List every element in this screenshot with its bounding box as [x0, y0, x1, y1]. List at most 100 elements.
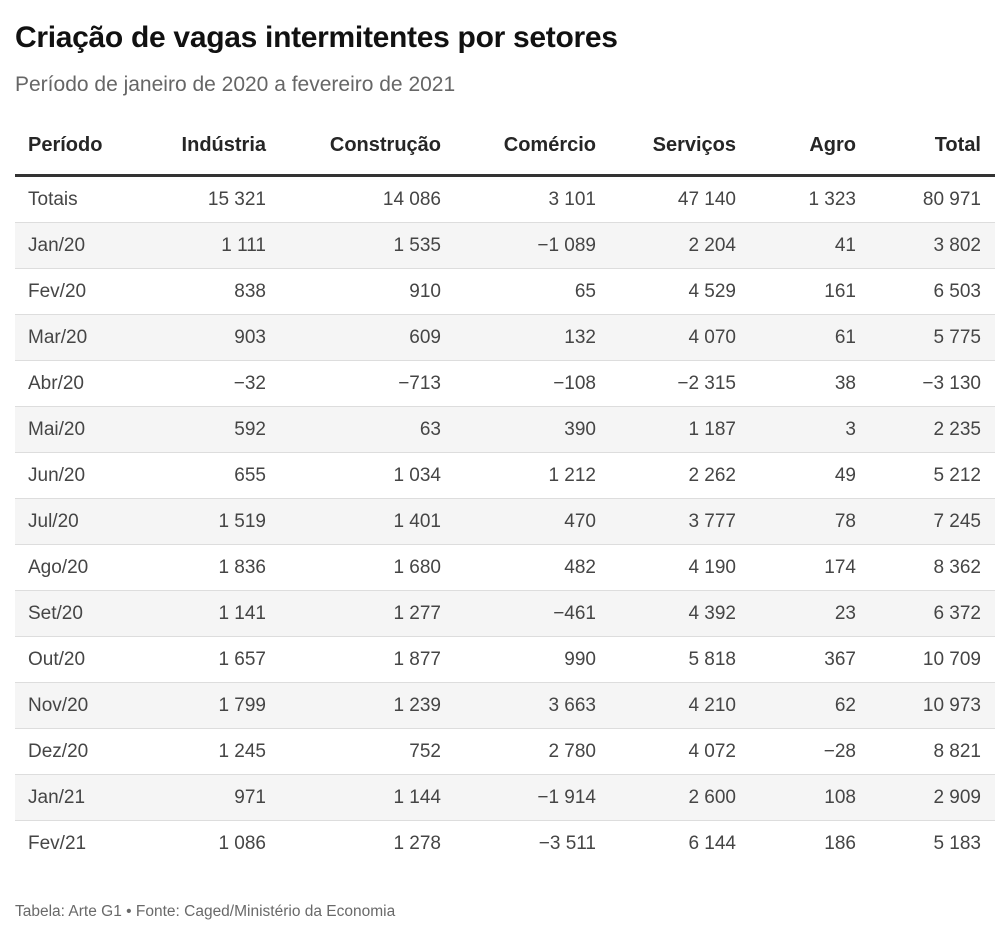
- cell-value: 1 323: [808, 189, 856, 210]
- table-row: Abr/20 −32 −713 −108 −2 315 38 −3 130: [15, 360, 995, 407]
- cell-value: 5 775: [933, 327, 981, 348]
- cell-value: −461: [553, 603, 596, 624]
- cell-value: −3 130: [922, 373, 981, 394]
- table-row: Jun/20 655 1 034 1 212 2 262 49 5 212: [15, 452, 995, 499]
- cell-value: 4 210: [688, 695, 736, 716]
- cell-value: 10 973: [922, 695, 981, 716]
- cell-value: 470: [564, 511, 596, 532]
- cell-value: 990: [564, 649, 596, 670]
- cell-value: 609: [409, 327, 441, 348]
- row-label: Set/20: [28, 603, 83, 624]
- cell-value: 132: [564, 327, 596, 348]
- cell-value: 655: [234, 465, 266, 486]
- cell-value: −713: [398, 373, 441, 394]
- cell-value: 61: [834, 327, 856, 348]
- cell-value: 1 278: [393, 833, 441, 854]
- cell-value: 5 818: [688, 649, 736, 670]
- cell-value: 1 212: [548, 465, 596, 486]
- table-body: Totais 15 321 14 086 3 101 47 140 1 323 80 971…: [15, 176, 995, 867]
- cell-value: 14 086: [382, 189, 441, 210]
- cell-value: 1 144: [393, 787, 441, 808]
- cell-value: 2 204: [688, 235, 736, 256]
- cell-value: −32: [233, 373, 266, 394]
- cell-value: −1 089: [537, 235, 596, 256]
- cell-value: 3 663: [548, 695, 596, 716]
- cell-value: 1 187: [688, 419, 736, 440]
- cell-value: 1 836: [218, 557, 266, 578]
- cell-value: 4 190: [688, 557, 736, 578]
- cell-value: 903: [234, 327, 266, 348]
- cell-value: 6 144: [688, 833, 736, 854]
- cell-value: −28: [823, 741, 856, 762]
- cell-value: 1 141: [218, 603, 266, 624]
- table-header-row: Período Indústria Construção Comércio Serviç…: [15, 134, 995, 177]
- row-label: Jul/20: [28, 511, 79, 532]
- jobs-by-sector-table: Período Indústria Construção Comércio Serviç…: [15, 134, 995, 866]
- cell-value: 5 183: [933, 833, 981, 854]
- row-label: Abr/20: [28, 373, 84, 394]
- cell-value: 3: [845, 419, 856, 440]
- cell-value: 482: [564, 557, 596, 578]
- cell-value: 1 535: [393, 235, 441, 256]
- cell-value: 1 086: [218, 833, 266, 854]
- page-title: Criação de vagas intermitentes por setor…: [15, 21, 618, 54]
- cell-value: 1 657: [218, 649, 266, 670]
- cell-value: 910: [409, 281, 441, 302]
- table-row: Dez/20 1 245 752 2 780 4 072 −28 8 821: [15, 728, 995, 775]
- column-header-2: Construção: [266, 134, 441, 177]
- table-row: Jul/20 1 519 1 401 470 3 777 78 7 245: [15, 498, 995, 545]
- cell-value: 752: [409, 741, 441, 762]
- row-label: Out/20: [28, 649, 86, 670]
- cell-value: 4 392: [688, 603, 736, 624]
- table-row: Fev/21 1 086 1 278 −3 511 6 144 186 5 183: [15, 820, 995, 867]
- table-row: Fev/20 838 910 65 4 529 161 6 503: [15, 268, 995, 315]
- cell-value: 1 111: [221, 235, 266, 256]
- cell-value: −2 315: [677, 373, 736, 394]
- cell-value: 186: [824, 833, 856, 854]
- column-header-4: Serviços: [596, 134, 736, 177]
- cell-value: 1 245: [218, 741, 266, 762]
- row-label: Totais: [28, 189, 78, 210]
- cell-value: −108: [553, 373, 596, 394]
- cell-value: 63: [419, 419, 441, 440]
- cell-value: 47 140: [677, 189, 736, 210]
- row-label: Jan/20: [28, 235, 86, 256]
- cell-value: 2 235: [933, 419, 981, 440]
- cell-value: 15 321: [207, 189, 266, 210]
- cell-value: 49: [834, 465, 856, 486]
- cell-value: 1 034: [393, 465, 441, 486]
- cell-value: 161: [824, 281, 856, 302]
- table-row: Totais 15 321 14 086 3 101 47 140 1 323 80 971: [15, 176, 995, 223]
- row-label: Fev/20: [28, 281, 87, 302]
- cell-value: 1 519: [218, 511, 266, 532]
- row-label: Mai/20: [28, 419, 86, 440]
- page-subtitle: Período de janeiro de 2020 a fevereiro d…: [15, 73, 456, 96]
- column-header-5: Agro: [736, 134, 856, 177]
- cell-value: 2 262: [688, 465, 736, 486]
- table-row: Jan/20 1 111 1 535 −1 089 2 204 41 3 802: [15, 222, 995, 269]
- cell-value: 78: [834, 511, 856, 532]
- cell-value: 8 821: [933, 741, 981, 762]
- cell-value: 5 212: [933, 465, 981, 486]
- row-label: Ago/20: [28, 557, 89, 578]
- cell-value: 80 971: [922, 189, 981, 210]
- cell-value: 10 709: [922, 649, 981, 670]
- column-header-1: Indústria: [130, 134, 266, 177]
- row-label: Nov/20: [28, 695, 89, 716]
- cell-value: 3 802: [933, 235, 981, 256]
- cell-value: 7 245: [933, 511, 981, 532]
- cell-value: 1 239: [393, 695, 441, 716]
- cell-value: 65: [574, 281, 596, 302]
- cell-value: 6 503: [933, 281, 981, 302]
- cell-value: 62: [834, 695, 856, 716]
- cell-value: 2 909: [933, 787, 981, 808]
- cell-value: 8 362: [933, 557, 981, 578]
- row-label: Jun/20: [28, 465, 86, 486]
- cell-value: 1 877: [393, 649, 441, 670]
- row-label: Fev/21: [28, 833, 87, 854]
- table-row: Jan/21 971 1 144 −1 914 2 600 108 2 909: [15, 774, 995, 821]
- cell-value: 367: [824, 649, 856, 670]
- column-header-0: Período: [15, 134, 130, 177]
- cell-value: 41: [834, 235, 856, 256]
